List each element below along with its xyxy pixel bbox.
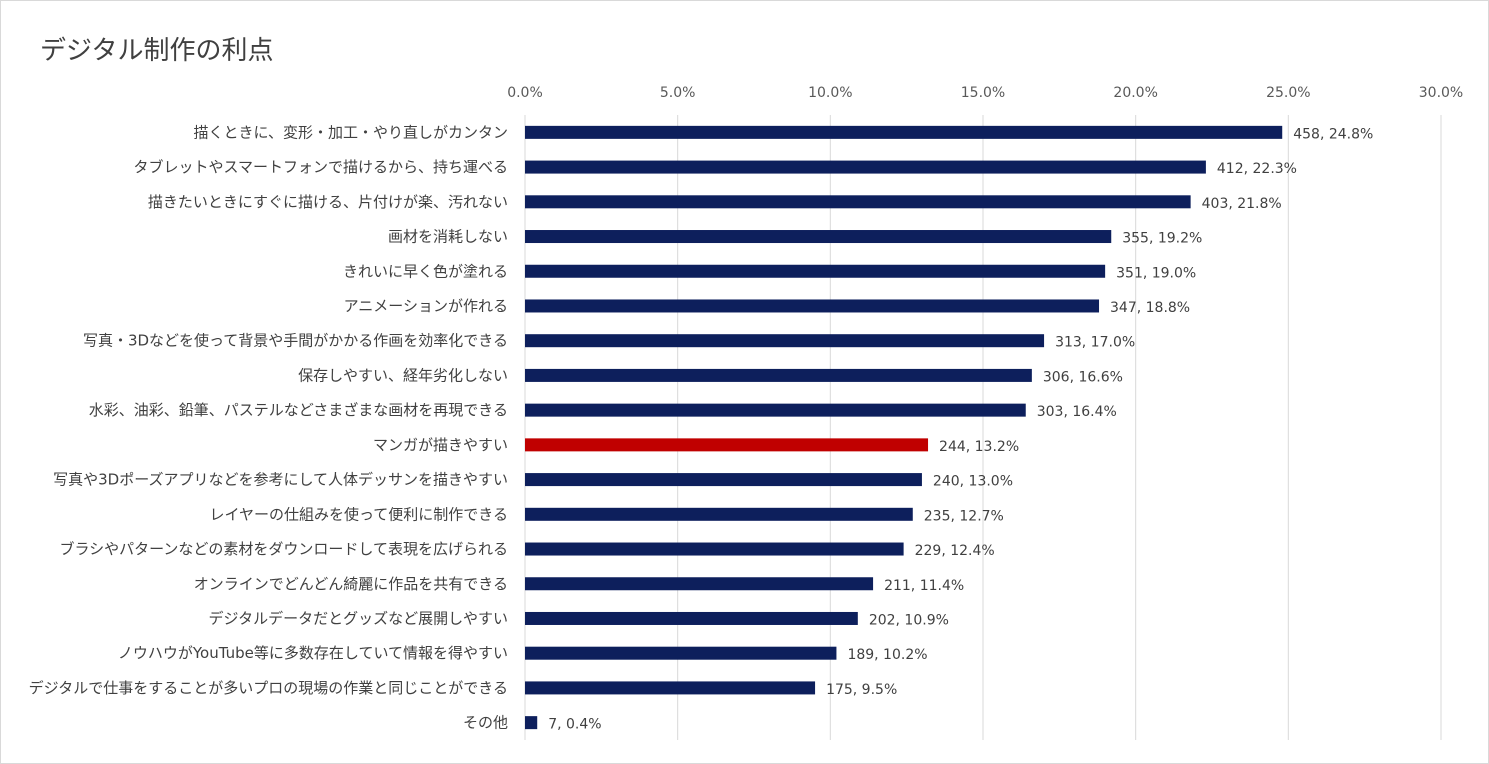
category-label: レイヤーの仕組みを使って便利に制作できる	[209, 505, 508, 523]
data-label: 240, 13.0%	[933, 474, 1013, 490]
category-label: 写真や3Dポーズアプリなどを参考にして人体デッサンを描きやすい	[53, 471, 508, 489]
category-label: オンラインでどんどん綺麗に作品を共有できる	[194, 575, 508, 593]
data-label: 412, 22.3%	[1217, 161, 1297, 177]
bar	[525, 438, 929, 452]
bar	[525, 368, 1032, 382]
data-label: 347, 18.8%	[1110, 300, 1190, 316]
bar	[525, 334, 1045, 348]
category-label: 描くときに、変形・加工・やり直しがカンタン	[193, 123, 508, 141]
category-label: タブレットやスマートフォンで描けるから、持ち運べる	[133, 158, 508, 176]
bar	[525, 403, 1026, 417]
x-tick-label: 0.0%	[507, 85, 543, 101]
bar	[525, 611, 858, 625]
data-label: 313, 17.0%	[1055, 335, 1135, 351]
data-label: 211, 11.4%	[884, 578, 964, 594]
data-label: 303, 16.4%	[1037, 404, 1117, 420]
category-labels: 描くときに、変形・加工・やり直しがカンタンタブレットやスマートフォンで描けるから…	[29, 123, 508, 731]
x-tick-label: 15.0%	[961, 85, 1005, 101]
data-label: 458, 24.8%	[1293, 126, 1373, 142]
data-label: 229, 12.4%	[915, 543, 995, 559]
bars	[525, 125, 1283, 730]
data-label: 306, 16.6%	[1043, 369, 1123, 385]
bar	[525, 577, 874, 591]
x-tick-label: 30.0%	[1419, 85, 1463, 101]
bar	[525, 160, 1206, 174]
data-label: 355, 19.2%	[1122, 231, 1202, 247]
bar	[525, 299, 1100, 313]
category-label: 描きたいときにすぐに描ける、片付けが楽、汚れない	[148, 193, 508, 211]
data-label: 403, 21.8%	[1202, 196, 1282, 212]
data-label: 7, 0.4%	[548, 717, 601, 733]
x-tick-label: 20.0%	[1113, 85, 1157, 101]
x-tick-label: 25.0%	[1266, 85, 1310, 101]
data-label: 175, 9.5%	[826, 682, 897, 698]
category-label: 画材を消耗しない	[388, 228, 508, 246]
bar	[525, 681, 816, 695]
category-label: 保存しやすい、経年劣化しない	[298, 366, 508, 384]
bar	[525, 542, 904, 556]
bar	[525, 473, 922, 487]
gridlines	[524, 115, 1442, 740]
bar	[525, 716, 538, 730]
category-label: 水彩、油彩、鉛筆、パステルなどさまざまな画材を再現できる	[89, 401, 508, 419]
data-labels: 458, 24.8% 412, 22.3% 403, 21.8% 355, 19.2%…	[548, 126, 1373, 732]
bar	[525, 230, 1112, 244]
category-label: マンガが描きやすい	[373, 436, 508, 454]
bar	[525, 195, 1191, 209]
bar	[525, 264, 1106, 278]
category-label: その他	[463, 714, 508, 732]
x-tick-label: 10.0%	[808, 85, 852, 101]
category-label: 写真・3Dなどを使って背景や手間がかかる作画を効率化できる	[83, 332, 508, 350]
x-axis-ticks: 0.0% 5.0% 10.0% 15.0% 20.0% 25.0% 30.0%	[507, 85, 1463, 101]
bar	[525, 646, 837, 660]
chart-title: デジタル制作の利点	[40, 36, 274, 66]
bar	[525, 125, 1283, 139]
category-label: デジタルで仕事をすることが多いプロの現場の作業と同じことができる	[29, 679, 508, 697]
data-label: 351, 19.0%	[1116, 265, 1196, 281]
category-label: アニメーションが作れる	[344, 297, 508, 315]
x-tick-label: 5.0%	[660, 85, 696, 101]
data-label: 235, 12.7%	[924, 508, 1004, 524]
data-label: 244, 13.2%	[939, 439, 1019, 455]
category-label: ブラシやパターンなどの素材をダウンロードして表現を広げられる	[59, 540, 508, 558]
category-label: ノウハウがYouTube等に多数存在していて情報を得やすい	[118, 644, 508, 662]
category-label: デジタルデータだとグッズなど展開しやすい	[208, 609, 508, 627]
bar	[525, 507, 913, 521]
category-label: きれいに早く色が塗れる	[343, 262, 508, 280]
data-label: 202, 10.9%	[869, 612, 949, 628]
data-label: 189, 10.2%	[847, 647, 927, 663]
